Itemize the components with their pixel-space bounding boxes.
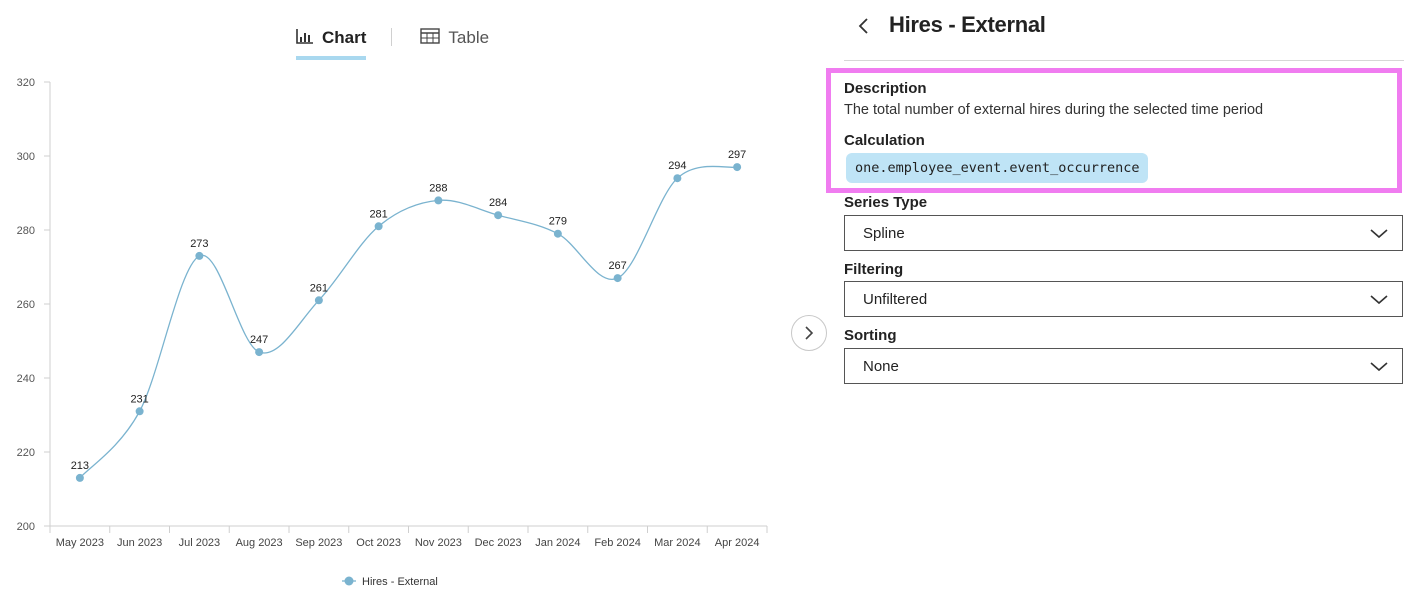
chevron-down-icon [1370, 229, 1388, 239]
data-point [494, 211, 503, 220]
description-text: The total number of external hires durin… [844, 102, 1264, 118]
chevron-down-icon [1370, 362, 1388, 372]
chevron-right-icon [805, 326, 814, 340]
tab-table-label: Table [448, 28, 490, 47]
data-label: 261 [310, 282, 328, 294]
data-label: 247 [250, 334, 268, 346]
series-type-label: Series Type [844, 194, 928, 211]
data-label: 281 [369, 208, 387, 220]
data-label: 279 [549, 216, 567, 228]
data-point [255, 348, 264, 357]
series-type-select[interactable]: Spline [844, 215, 1403, 251]
sorting-value: None [863, 358, 899, 375]
description-label: Description [844, 80, 927, 97]
x-tick-label: Jul 2023 [179, 537, 221, 549]
legend-label: Hires - External [362, 576, 438, 588]
data-point [314, 296, 323, 305]
line-chart: 200 220 240 260 280 300 320 May 2023 Jun 2023 Jul… [17, 77, 768, 588]
data-label: 231 [130, 393, 148, 405]
x-tick-label: Oct 2023 [356, 537, 401, 549]
series-type-value: Spline [863, 225, 905, 242]
data-point [75, 473, 84, 482]
filtering-value: Unfiltered [863, 291, 928, 308]
panel-title: Hires - External [889, 12, 1046, 37]
x-tick-label: Sep 2023 [295, 537, 342, 549]
y-tick-label: 220 [17, 447, 35, 459]
x-tick-label: May 2023 [56, 537, 104, 549]
calculation-code: one.employee_event.event_occurrence [846, 153, 1149, 183]
table-icon [420, 28, 441, 44]
y-tick-label: 260 [17, 299, 35, 311]
filtering-label: Filtering [844, 261, 904, 278]
data-label: 267 [608, 260, 626, 272]
collapse-panel-button[interactable] [791, 315, 827, 351]
x-tick-label: Jun 2023 [117, 537, 162, 549]
highlight-box [826, 68, 1402, 193]
x-tick-label: Dec 2023 [475, 537, 522, 549]
data-label: 288 [429, 182, 447, 194]
data-point [135, 407, 144, 416]
sorting-select[interactable]: None [844, 348, 1403, 384]
data-point [553, 229, 562, 238]
view-tabs: Chart Table [296, 22, 489, 66]
tab-chart-label: Chart [322, 28, 367, 47]
series-line [79, 165, 738, 479]
calculation-label: Calculation [844, 132, 925, 149]
x-tick-label: Aug 2023 [236, 537, 283, 549]
x-tick-label: Nov 2023 [415, 537, 462, 549]
tab-table[interactable]: Table [420, 22, 489, 60]
data-point [434, 196, 443, 205]
bar-chart-icon [296, 29, 313, 44]
chevron-down-icon [1370, 295, 1388, 305]
legend-marker [344, 576, 354, 586]
data-point [195, 251, 204, 260]
sorting-label: Sorting [844, 327, 897, 344]
y-tick-label: 320 [17, 77, 35, 89]
data-point [673, 174, 682, 183]
tab-chart[interactable]: Chart [296, 22, 367, 60]
panel-header: Hires - External [844, 0, 1404, 61]
data-label: 213 [71, 460, 89, 472]
data-point [374, 222, 383, 231]
chevron-left-icon [858, 18, 868, 34]
x-tick-label: Jan 2024 [535, 537, 580, 549]
y-tick-label: 200 [17, 521, 35, 533]
x-tick-label: Mar 2024 [654, 537, 700, 549]
data-point [613, 274, 622, 283]
filtering-select[interactable]: Unfiltered [844, 281, 1403, 317]
data-label: 284 [489, 197, 507, 209]
data-label: 273 [190, 238, 208, 250]
data-label: 297 [728, 149, 746, 161]
tab-divider [391, 28, 392, 46]
y-tick-label: 240 [17, 373, 35, 385]
x-tick-label: Feb 2024 [594, 537, 640, 549]
back-button[interactable] [852, 14, 876, 38]
data-point [733, 163, 742, 172]
y-tick-label: 280 [17, 225, 35, 237]
data-label: 294 [668, 160, 686, 172]
y-tick-label: 300 [17, 151, 35, 163]
x-tick-label: Apr 2024 [715, 537, 760, 549]
